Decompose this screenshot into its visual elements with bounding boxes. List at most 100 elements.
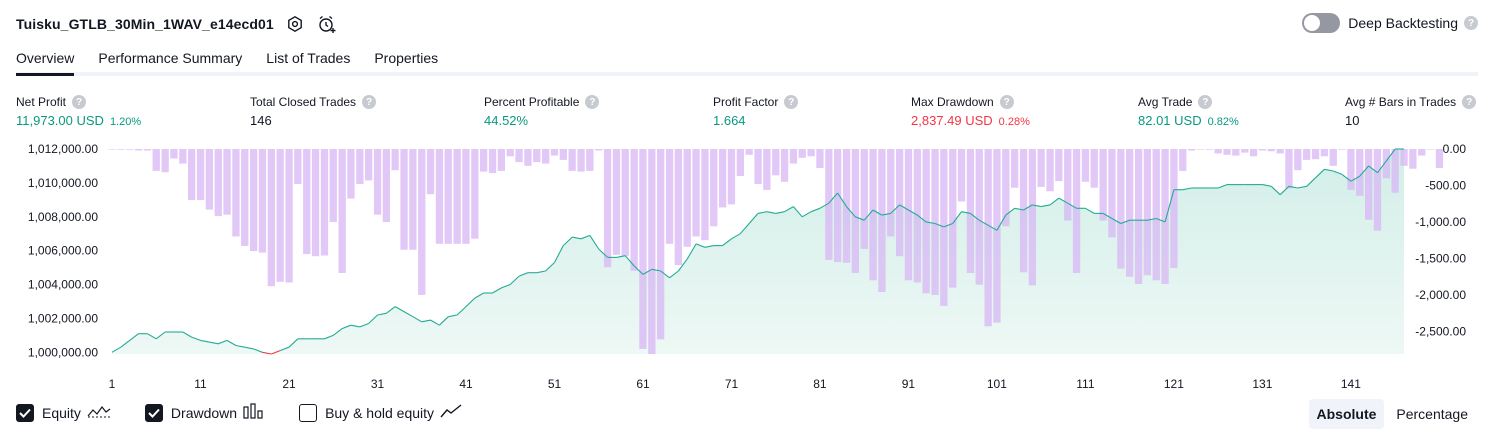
checkbox-unchecked[interactable] — [299, 403, 318, 422]
equity-line-segment — [633, 265, 644, 275]
info-icon[interactable]: ? — [1198, 95, 1213, 109]
drawdown-bar — [736, 149, 744, 176]
drawdown-bar — [550, 149, 559, 156]
x-tick-label: 61 — [636, 377, 650, 391]
info-icon[interactable]: ? — [784, 95, 799, 109]
drawdown-bar — [444, 149, 452, 244]
drawdown-bar — [170, 149, 178, 159]
metric-percent-profitable: Percent Profitable? 44.52% — [484, 94, 600, 128]
drawdown-bar — [931, 149, 939, 295]
drawdown-bar — [1188, 149, 1196, 151]
equity-line-segment — [262, 351, 272, 355]
drawdown-bar — [1134, 149, 1143, 284]
help-icon[interactable]: ? — [1464, 16, 1478, 30]
drawdown-bar — [1356, 149, 1364, 196]
equity-line-segment — [562, 236, 573, 246]
drawdown-bar — [993, 149, 1001, 323]
drawdown-bar — [435, 149, 444, 244]
checkbox-checked[interactable] — [16, 403, 34, 422]
checkbox-checked[interactable] — [144, 403, 163, 422]
equity-line-segment — [589, 235, 600, 250]
drawdown-bar — [365, 149, 373, 181]
drawdown-bar — [1294, 149, 1302, 171]
drawdown-bar — [763, 149, 771, 190]
equity-line-segment — [403, 311, 414, 318]
equity-line-segment — [465, 297, 476, 307]
equity-line-segment — [731, 233, 741, 240]
info-icon[interactable]: ? — [1462, 95, 1477, 109]
drawdown-bar — [1011, 149, 1019, 188]
info-icon[interactable]: ? — [362, 95, 377, 109]
drawdown-bar — [117, 149, 125, 150]
tab-properties[interactable]: Properties — [374, 50, 439, 66]
drawdown-bar — [1285, 149, 1293, 189]
equity-line-segment — [828, 192, 839, 204]
drawdown-bar — [400, 149, 408, 250]
settings-icon[interactable] — [284, 13, 306, 35]
drawdown-bar — [754, 149, 762, 184]
drawdown-bar — [1170, 149, 1178, 268]
alert-clock-icon[interactable] — [316, 13, 338, 35]
drawdown-bar — [630, 149, 638, 271]
y-right-tick-label: -1,500.00 — [1415, 251, 1466, 265]
tab-list-of-trades[interactable]: List of Trades — [266, 50, 351, 66]
drawdown-bar — [267, 149, 275, 287]
drawdown-bar — [1329, 149, 1337, 166]
metric-label: Max Drawdown — [911, 95, 994, 109]
drawdown-bar — [1046, 149, 1054, 192]
metric-percent: 0.82% — [1207, 116, 1239, 128]
equity-line-segment — [1270, 185, 1281, 196]
equity-checkbox[interactable]: Equity — [16, 403, 111, 422]
tab-overview[interactable]: Overview — [16, 46, 75, 76]
drawdown-bar — [524, 149, 532, 166]
equity-line-segment — [1341, 173, 1352, 182]
info-icon[interactable]: ? — [72, 95, 87, 109]
drawdown-bar — [1108, 149, 1116, 238]
info-icon[interactable]: ? — [585, 95, 600, 109]
deep-backtesting-toggle[interactable] — [1302, 13, 1341, 33]
equity-line-segment — [642, 268, 653, 275]
equity-line-segment — [943, 222, 953, 228]
drawdown-bar — [1258, 149, 1267, 151]
drawdown-bar — [1365, 149, 1373, 220]
y-left-tick-label: 1,008,000.00 — [28, 210, 98, 224]
metric-value: 11,973.00 USD — [16, 113, 104, 128]
absolute-button[interactable]: Absolute — [1308, 399, 1385, 429]
drawdown-bar — [241, 149, 249, 246]
drawdown-bar — [772, 149, 780, 176]
drawdown-bar — [223, 149, 231, 215]
drawdown-bar — [205, 149, 213, 210]
equity-line-segment — [1218, 184, 1228, 189]
drawdown-bar — [1152, 149, 1160, 281]
equity-line-segment — [1333, 170, 1343, 175]
tab-performance-summary[interactable]: Performance Summary — [98, 50, 243, 66]
buy-hold-checkbox[interactable]: Buy & hold equity — [299, 403, 462, 422]
info-icon[interactable]: ? — [999, 95, 1014, 109]
drawdown-bar — [1126, 149, 1134, 277]
drawdown-bar — [701, 149, 709, 241]
equity-line-segment — [677, 258, 688, 272]
equity-legend-icon — [87, 403, 111, 422]
drawdown-checkbox[interactable]: Drawdown — [144, 403, 265, 422]
metric-avg-bars-in-trades: Avg # Bars in Trades? 10 — [1345, 94, 1477, 128]
drawdown-bar — [285, 149, 293, 283]
equity-line-segment — [341, 324, 352, 330]
equity-line-segment — [1385, 148, 1396, 162]
drawdown-bar — [409, 149, 417, 250]
drawdown-bar — [250, 149, 258, 252]
drawdown-bar — [816, 149, 824, 168]
equity-line-segment — [722, 238, 732, 247]
drawdown-bar — [896, 149, 904, 257]
equity-drawdown-chart[interactable]: 1,012,000.00 1,010,000.00 1,008,000.00 1,00… — [0, 140, 1494, 394]
drawdown-bar — [1320, 149, 1328, 157]
metric-max-drawdown: Max Drawdown? 2,837.49 USD 0.28% — [911, 94, 1030, 128]
y-left-tick-label: 1,004,000.00 — [28, 278, 98, 292]
drawdown-bar — [497, 149, 505, 171]
drawdown-bar — [745, 149, 753, 155]
drawdown-bar — [338, 149, 346, 273]
drawdown-bar — [665, 149, 674, 244]
percentage-button[interactable]: Percentage — [1396, 406, 1468, 422]
equity-line-segment — [1111, 218, 1122, 224]
equity-line-segment — [1120, 219, 1130, 225]
equity-line-segment — [120, 339, 131, 348]
